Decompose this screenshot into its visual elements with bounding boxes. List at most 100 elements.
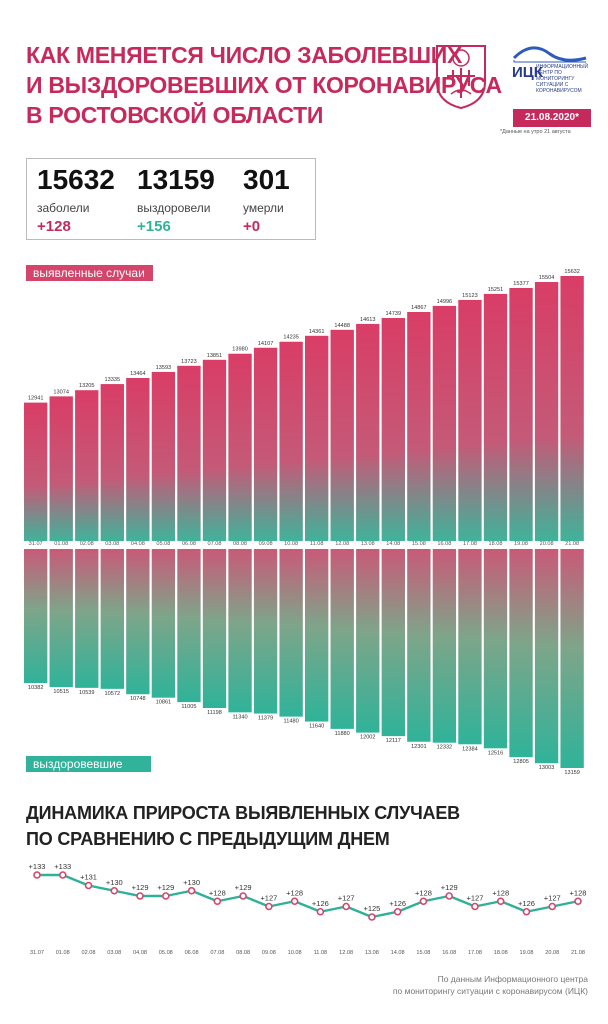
cases-chart: 12941 13074 13205 13335 13464 13593 13723 13851… <box>24 269 584 541</box>
growth-date-label: 18.08 <box>494 950 508 956</box>
cases-bar-label: 13074 <box>53 389 69 395</box>
date-tick-label: 04.08 <box>131 541 145 547</box>
cases-bar <box>560 276 584 541</box>
growth-value-label: +128 <box>415 888 432 897</box>
growth-date-label: 11.08 <box>314 950 328 956</box>
cases-bar-label: 13593 <box>156 365 172 371</box>
growth-value-label: +126 <box>518 899 535 908</box>
growth-point <box>574 897 582 906</box>
recovered-chart: 10382 10515 10539 10572 10748 10861 11005 11198… <box>24 549 584 776</box>
growth-value-label: +128 <box>570 888 587 897</box>
cases-bar <box>151 371 176 541</box>
recovered-bar-label: 12516 <box>488 750 504 756</box>
recovered-bar <box>151 549 176 698</box>
cases-bar <box>305 335 329 541</box>
recovered-bar <box>356 549 380 733</box>
growth-value-label: +129 <box>157 883 174 892</box>
recovered-bar-label: 11880 <box>335 731 350 737</box>
growth-point <box>393 907 402 916</box>
recovered-bar <box>458 549 482 745</box>
growth-point <box>290 897 299 906</box>
growth-date-label: 13.08 <box>365 950 379 956</box>
recovered-bar <box>330 549 354 729</box>
deaths-value: 301 <box>243 164 290 195</box>
growth-point <box>471 902 479 911</box>
recovered-bar-label: 11640 <box>309 724 324 730</box>
recovered-bar <box>407 549 431 742</box>
cases-bar <box>126 378 150 541</box>
cases-bar-label: 15123 <box>462 293 478 299</box>
cases-bar <box>534 282 559 541</box>
date-tick-label: 03.08 <box>105 541 119 547</box>
recovered-series-label: выздоровевшие <box>26 756 151 772</box>
date-note: *Данные на утро 21 августа <box>500 129 571 135</box>
cases-bar-label: 14361 <box>309 329 325 335</box>
recovered-bar-label: 11379 <box>258 716 273 722</box>
date-tick-label: 21.08 <box>565 541 579 547</box>
recovered-bar-label: 13003 <box>539 765 555 771</box>
growth-point <box>316 907 325 916</box>
cases-bar-label: 13205 <box>79 383 95 389</box>
cases-bar <box>330 329 354 541</box>
line-chart-title-line: ДИНАМИКА ПРИРОСТА ВЫЯВЛЕННЫХ СЛУЧАЕВ <box>26 803 460 823</box>
growth-point <box>136 892 144 900</box>
recovered-bar <box>560 549 584 768</box>
line-chart-title-line: ПО СРАВНЕНИЮ С ПРЕДЫДУЩИМ ДНЕМ <box>26 829 390 849</box>
growth-point <box>522 907 531 916</box>
cases-bar <box>509 287 533 541</box>
recovered-bar <box>483 549 508 749</box>
recovered-bar-label: 11480 <box>284 719 299 725</box>
cases-bar-label: 15632 <box>564 269 580 275</box>
growth-date-label: 05.08 <box>159 950 173 956</box>
recovered-bar-label: 11005 <box>181 704 196 710</box>
cases-bar-label: 14107 <box>258 341 274 347</box>
recovered-bar <box>509 549 533 758</box>
cases-label: заболели <box>37 201 90 215</box>
recovered-bar-label: 12384 <box>462 746 478 752</box>
cases-bar <box>253 347 278 541</box>
cases-bar-label: 13723 <box>181 359 197 365</box>
date-tick-label: 02.08 <box>80 541 94 547</box>
cases-bar <box>228 353 252 541</box>
growth-date-label: 04.08 <box>133 950 147 956</box>
title-line: И ВЫЗДОРОВЕВШИХ ОТ КОРОНАВИРУСА <box>26 72 502 98</box>
cases-bar-label: 14996 <box>437 299 453 305</box>
growth-value-label: +127 <box>338 894 355 903</box>
recovered-bar-label: 11340 <box>232 714 247 720</box>
recovered-bar-label: 10748 <box>130 696 146 702</box>
growth-date-label: 14.08 <box>391 950 405 956</box>
recovered-bar <box>279 549 303 717</box>
logo-description: ИНФОРМАЦИОННЫЙ ЦЕНТР ПО МОНИТОРИНГУ СИТУ… <box>536 64 589 94</box>
growth-point <box>445 892 453 900</box>
date-tick-label: 08.08 <box>233 541 247 547</box>
cases-bar <box>458 299 482 541</box>
recovered-bar <box>228 549 252 713</box>
growth-value-label: +127 <box>544 894 561 903</box>
cases-bar-label: 14613 <box>360 317 376 323</box>
growth-point <box>496 897 505 906</box>
growth-point <box>213 897 222 906</box>
growth-point <box>33 871 41 879</box>
cases-bar-label: 15251 <box>488 287 504 293</box>
date-tick-label: 10.08 <box>284 541 298 547</box>
date-tick-label: 05.08 <box>156 541 170 547</box>
recovered-bar-label: 10382 <box>28 685 44 691</box>
recovered-bar <box>202 549 227 709</box>
growth-value-label: +131 <box>80 873 97 882</box>
date-tick-label: 18.08 <box>488 541 502 547</box>
recovered-bar <box>253 549 278 714</box>
cases-bar <box>356 323 380 541</box>
recovered-bar <box>49 549 73 688</box>
coat-of-arms-icon <box>436 45 486 110</box>
growth-value-label: +125 <box>363 904 380 913</box>
growth-value-label: +128 <box>209 888 226 897</box>
growth-value-label: +127 <box>466 894 483 903</box>
growth-date-label: 08.08 <box>236 950 250 956</box>
source-line: По данным Информационного центра <box>437 974 588 984</box>
page-title: КАК МЕНЯЕТСЯ ЧИСЛО ЗАБОЛЕВШИХ И ВЫЗДОРОВ… <box>26 40 502 130</box>
recovered-value: 13159 <box>137 164 215 195</box>
cases-bar-label: 14739 <box>386 311 402 317</box>
source-line: по мониторингу ситуации с коронавирусом … <box>392 986 588 996</box>
growth-point <box>110 886 119 895</box>
